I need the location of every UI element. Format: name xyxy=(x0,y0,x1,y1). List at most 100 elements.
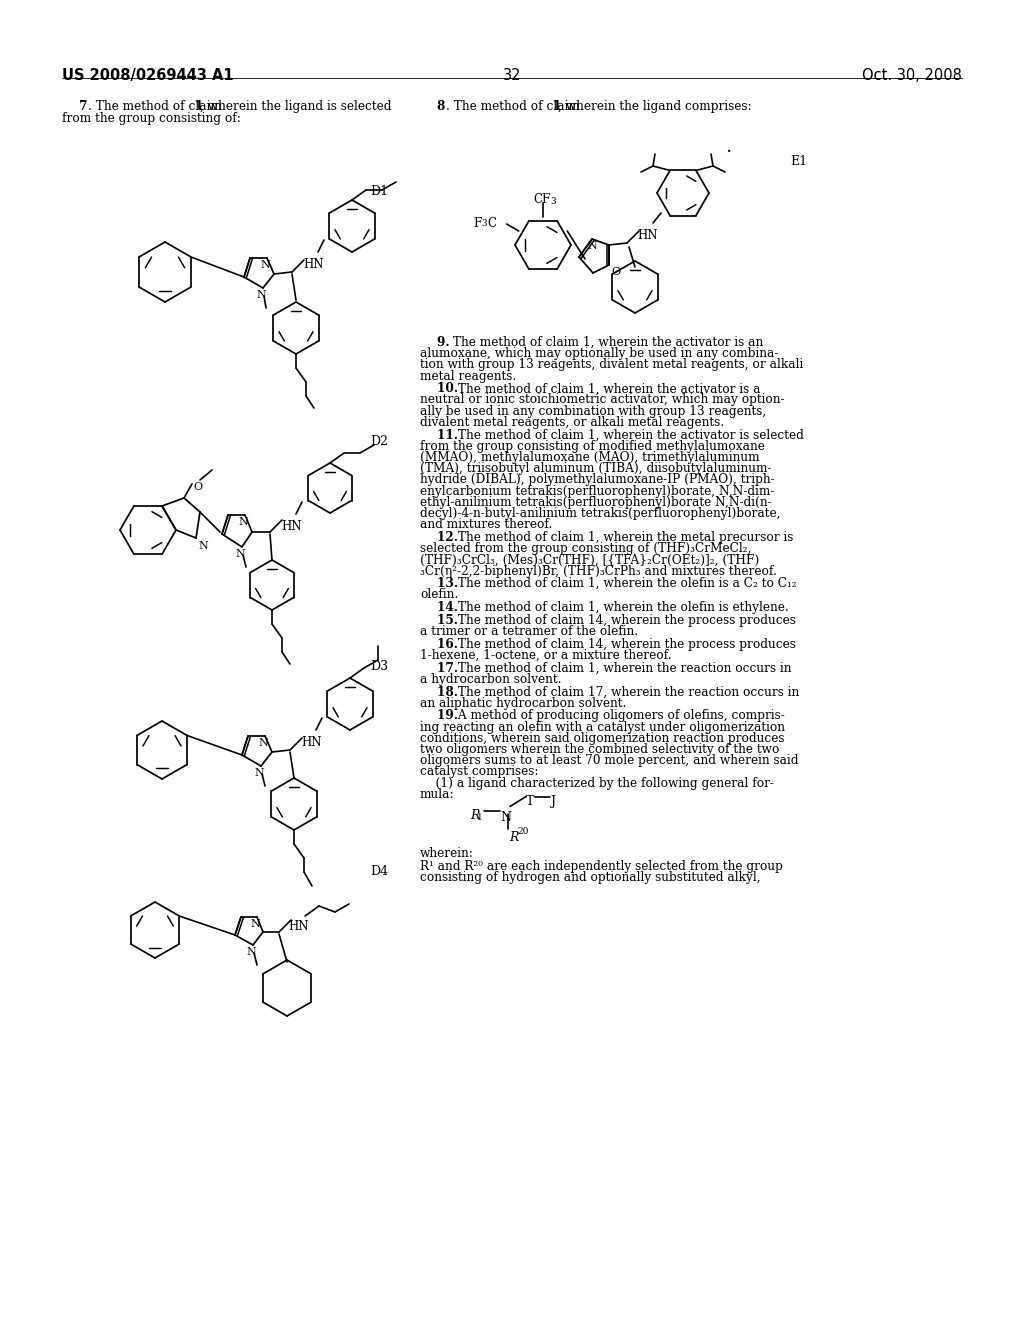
Text: a hydrocarbon solvent.: a hydrocarbon solvent. xyxy=(420,673,561,686)
Text: The method of claim 17, wherein the reaction occurs in: The method of claim 17, wherein the reac… xyxy=(454,685,799,698)
Text: ally be used in any combination with group 13 reagents,: ally be used in any combination with gro… xyxy=(420,405,766,417)
Text: 1: 1 xyxy=(553,100,561,114)
Text: N: N xyxy=(587,242,597,251)
Text: . The method of claim: . The method of claim xyxy=(445,100,584,114)
Text: ₃Cr(η²-2,2-biphenyl)Br, (THF)₃CrPh₃ and mixtures thereof.: ₃Cr(η²-2,2-biphenyl)Br, (THF)₃CrPh₃ and … xyxy=(420,565,777,578)
Text: (MMAO), methylalumoxane (MAO), trimethylaluminum: (MMAO), methylalumoxane (MAO), trimethyl… xyxy=(420,451,760,465)
Text: oligomers sums to at least 70 mole percent, and wherein said: oligomers sums to at least 70 mole perce… xyxy=(420,754,799,767)
Text: US 2008/0269443 A1: US 2008/0269443 A1 xyxy=(62,69,233,83)
Text: catalyst comprises:: catalyst comprises: xyxy=(420,766,539,779)
Text: C: C xyxy=(487,216,496,230)
Text: . The method of claim: . The method of claim xyxy=(87,100,225,114)
Text: N: N xyxy=(246,946,256,957)
Text: The method of claim 1, wherein the activator is an: The method of claim 1, wherein the activ… xyxy=(449,337,763,348)
Text: .: . xyxy=(725,139,731,156)
Text: a trimer or a tetramer of the olefin.: a trimer or a tetramer of the olefin. xyxy=(420,624,638,638)
Text: 32: 32 xyxy=(503,69,521,83)
Text: divalent metal reagents, or alkali metal reagents.: divalent metal reagents, or alkali metal… xyxy=(420,416,724,429)
Text: N: N xyxy=(256,290,266,300)
Text: olefin.: olefin. xyxy=(420,589,459,602)
Text: neutral or ionic stoichiometric activator, which may option-: neutral or ionic stoichiometric activato… xyxy=(420,393,784,407)
Text: HN: HN xyxy=(303,257,324,271)
Text: metal reagents.: metal reagents. xyxy=(420,370,516,383)
Text: HN: HN xyxy=(637,228,657,242)
Text: mula:: mula: xyxy=(420,788,455,801)
Text: hydride (DIBAL), polymethylalumoxane-IP (PMAO), triph-: hydride (DIBAL), polymethylalumoxane-IP … xyxy=(420,474,774,486)
Text: Oct. 30, 2008: Oct. 30, 2008 xyxy=(862,69,962,83)
Text: 3: 3 xyxy=(550,197,556,206)
Text: T: T xyxy=(526,795,535,808)
Text: 17.: 17. xyxy=(420,661,458,675)
Text: 11.: 11. xyxy=(420,429,458,442)
Text: N: N xyxy=(500,810,511,824)
Text: decyl)-4-n-butyl-anilinium tetrakis(perfluorophenyl)borate,: decyl)-4-n-butyl-anilinium tetrakis(perf… xyxy=(420,507,780,520)
Text: R: R xyxy=(509,830,518,843)
Text: HN: HN xyxy=(288,920,308,933)
Text: 7: 7 xyxy=(62,100,87,114)
Text: 9.: 9. xyxy=(420,337,450,348)
Text: , wherein the ligand comprises:: , wherein the ligand comprises: xyxy=(558,100,752,114)
Text: The method of claim 14, wherein the process produces: The method of claim 14, wherein the proc… xyxy=(454,638,796,651)
Text: O: O xyxy=(193,482,202,492)
Text: 19.: 19. xyxy=(420,709,458,722)
Text: N: N xyxy=(258,738,268,748)
Text: E1: E1 xyxy=(790,154,807,168)
Text: N: N xyxy=(198,541,208,550)
Text: N: N xyxy=(250,919,260,929)
Text: alumoxane, which may optionally be used in any combina-: alumoxane, which may optionally be used … xyxy=(420,347,778,360)
Text: F: F xyxy=(473,216,481,230)
Text: 10.: 10. xyxy=(420,383,458,395)
Text: 3: 3 xyxy=(481,219,486,228)
Text: from the group consisting of modified methylalumoxane: from the group consisting of modified me… xyxy=(420,440,765,453)
Text: 15.: 15. xyxy=(420,614,458,627)
Text: 18.: 18. xyxy=(420,685,458,698)
Text: 20: 20 xyxy=(517,826,528,836)
Text: ethyl-anilinium tetrakis(perfluorophenyl)borate N,N-di(n-: ethyl-anilinium tetrakis(perfluorophenyl… xyxy=(420,496,772,508)
Text: CF: CF xyxy=(534,193,550,206)
Text: HN: HN xyxy=(281,520,301,533)
Text: selected from the group consisting of (THF)₃CrMeCl₂,: selected from the group consisting of (T… xyxy=(420,543,752,556)
Text: D4: D4 xyxy=(370,865,388,878)
Text: consisting of hydrogen and optionally substituted alkyl,: consisting of hydrogen and optionally su… xyxy=(420,871,761,884)
Text: 13.: 13. xyxy=(420,577,458,590)
Text: The method of claim 1, wherein the activator is a: The method of claim 1, wherein the activ… xyxy=(454,383,760,395)
Text: (TMA), triisobutyl aluminum (TIBA), diisobutylaluminum-: (TMA), triisobutyl aluminum (TIBA), diis… xyxy=(420,462,771,475)
Text: 14.: 14. xyxy=(420,601,458,614)
Text: N: N xyxy=(236,549,245,558)
Text: N: N xyxy=(260,260,270,271)
Text: The method of claim 1, wherein the olefin is ethylene.: The method of claim 1, wherein the olefi… xyxy=(454,601,788,614)
Text: R: R xyxy=(470,809,479,821)
Text: wherein:: wherein: xyxy=(420,846,474,859)
Text: The method of claim 14, wherein the process produces: The method of claim 14, wherein the proc… xyxy=(454,614,796,627)
Text: N: N xyxy=(239,517,248,527)
Text: N: N xyxy=(254,768,264,777)
Text: The method of claim 1, wherein the olefin is a C₂ to C₁₂: The method of claim 1, wherein the olefi… xyxy=(454,577,797,590)
Text: O: O xyxy=(611,267,621,277)
Text: 8: 8 xyxy=(420,100,445,114)
Text: The method of claim 1, wherein the activator is selected: The method of claim 1, wherein the activ… xyxy=(454,429,804,442)
Text: 16.: 16. xyxy=(420,638,458,651)
Text: 1: 1 xyxy=(195,100,203,114)
Text: A method of producing oligomers of olefins, compris-: A method of producing oligomers of olefi… xyxy=(454,709,784,722)
Text: 12.: 12. xyxy=(420,531,458,544)
Text: 1: 1 xyxy=(477,813,482,821)
Text: conditions, wherein said oligomerization reaction produces: conditions, wherein said oligomerization… xyxy=(420,731,784,744)
Text: (THF)₃CrCl₃, (Mes)₃Cr(THF), [{TFA}₂Cr(OEt₂)]₂, (THF): (THF)₃CrCl₃, (Mes)₃Cr(THF), [{TFA}₂Cr(OE… xyxy=(420,553,759,566)
Text: an aliphatic hydrocarbon solvent.: an aliphatic hydrocarbon solvent. xyxy=(420,697,627,710)
Text: two oligomers wherein the combined selectivity of the two: two oligomers wherein the combined selec… xyxy=(420,743,779,756)
Text: ing reacting an olefin with a catalyst under oligomerization: ing reacting an olefin with a catalyst u… xyxy=(420,721,785,734)
Text: D2: D2 xyxy=(370,436,388,447)
Text: J: J xyxy=(550,795,555,808)
Text: , wherein the ligand is selected: , wherein the ligand is selected xyxy=(200,100,391,114)
Text: and mixtures thereof.: and mixtures thereof. xyxy=(420,519,552,531)
Text: The method of claim 1, wherein the metal precursor is: The method of claim 1, wherein the metal… xyxy=(454,531,794,544)
Text: D3: D3 xyxy=(370,660,388,673)
Text: (1) a ligand characterized by the following general for-: (1) a ligand characterized by the follow… xyxy=(420,776,774,789)
Text: R¹ and R²⁰ are each independently selected from the group: R¹ and R²⁰ are each independently select… xyxy=(420,859,783,873)
Text: from the group consisting of:: from the group consisting of: xyxy=(62,112,241,125)
Text: D1: D1 xyxy=(370,185,388,198)
Text: tion with group 13 reagents, divalent metal reagents, or alkali: tion with group 13 reagents, divalent me… xyxy=(420,359,803,371)
Text: HN: HN xyxy=(301,737,322,748)
Text: enylcarbonium tetrakis(perfluorophenyl)borate, N,N-dim-: enylcarbonium tetrakis(perfluorophenyl)b… xyxy=(420,484,774,498)
Text: The method of claim 1, wherein the reaction occurs in: The method of claim 1, wherein the react… xyxy=(454,661,792,675)
